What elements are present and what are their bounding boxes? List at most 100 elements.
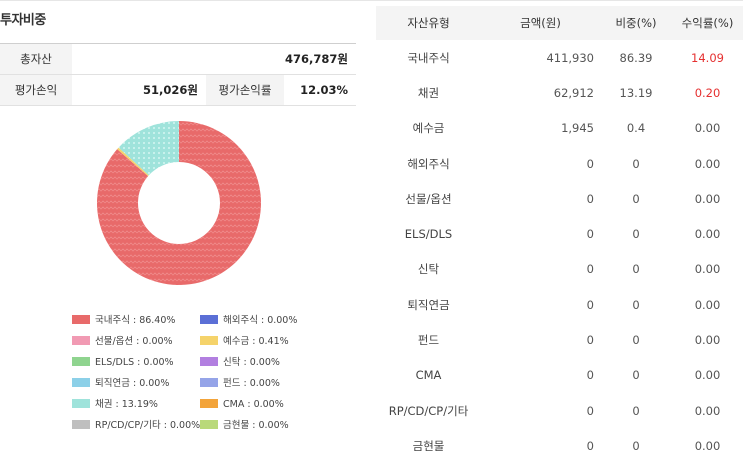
legend-label: CMA : 0.00%: [223, 399, 284, 410]
header-weight: 비중(%): [600, 6, 672, 40]
weight-cell: 0.4: [626, 121, 646, 136]
legend-swatch: [72, 357, 90, 366]
legend-item: ELS/DLS : 0.00%: [72, 356, 174, 370]
asset-type-cell: 국내주식: [407, 50, 450, 65]
weight-cell: 0: [632, 191, 640, 206]
legend-label: 예수금 : 0.41%: [223, 336, 289, 347]
amount-cell: 411,930: [546, 50, 594, 65]
amount-cell: 0: [586, 403, 594, 418]
legend-swatch: [72, 336, 90, 345]
legend-item: RP/CD/CP/기타 : 0.00%: [72, 419, 200, 433]
return-cell: 0.00: [694, 333, 721, 348]
pnl-value: 51,026원: [72, 74, 206, 106]
amount-cell: 0: [586, 191, 594, 206]
legend-label: RP/CD/CP/기타 : 0.00%: [95, 420, 201, 431]
legend-swatch: [200, 336, 218, 345]
table-row: 퇴직연금 0 0 0.00: [376, 287, 743, 322]
asset-type-cell: 예수금: [412, 121, 445, 136]
legend-label: 금현물 : 0.00%: [223, 420, 289, 431]
legend-swatch: [72, 315, 90, 324]
table-row: 선물/옵션 0 0 0.00: [376, 181, 743, 216]
legend-item: 예수금 : 0.41%: [200, 335, 289, 349]
asset-type-cell: 채권: [417, 85, 440, 100]
asset-type-table: 자산유형 금액(원) 비중(%) 수익률(%) 국내주식 411,930 86.39…: [376, 6, 743, 464]
legend-item: 신탁 : 0.00%: [200, 356, 280, 370]
legend-label: 신탁 : 0.00%: [223, 357, 280, 368]
asset-type-cell: 금현물: [412, 438, 445, 453]
summary-table: 총자산 476,787원 평가손익 51,026원 평가손익률 12.03%: [0, 43, 356, 106]
amount-cell: 0: [586, 368, 594, 383]
return-cell: 0.00: [694, 121, 721, 136]
legend-swatch: [200, 420, 218, 429]
weight-cell: 13.19: [619, 85, 653, 100]
table-row: 펀드 0 0 0.00: [376, 322, 743, 357]
top-divider: [0, 0, 743, 1]
asset-type-cell: 신탁: [417, 262, 440, 277]
weight-cell: 0: [632, 262, 640, 277]
weight-cell: 0: [632, 156, 640, 171]
return-cell: 0.00: [694, 368, 721, 383]
legend-label: 국내주식 : 86.40%: [95, 315, 176, 326]
header-asset-type: 자산유형: [376, 6, 481, 40]
legend-swatch: [200, 357, 218, 366]
weight-cell: 0: [632, 227, 640, 242]
section-title: 투자비중: [0, 13, 46, 28]
table-row: 채권 62,912 13.19 0.20: [376, 75, 743, 110]
table-row: CMA 0 0 0.00: [376, 358, 743, 393]
return-cell: 0.00: [694, 403, 721, 418]
total-assets-value: 476,787원: [72, 43, 356, 75]
asset-type-cell: RP/CD/CP/기타: [388, 403, 469, 418]
return-cell: 14.09: [691, 50, 724, 65]
legend-swatch: [200, 315, 218, 324]
total-assets-label: 총자산: [0, 43, 72, 75]
amount-cell: 0: [586, 333, 594, 348]
summary-row-total: 총자산 476,787원: [0, 43, 356, 75]
legend-item: 퇴직연금 : 0.00%: [72, 377, 169, 391]
asset-type-cell: 해외주식: [407, 156, 450, 171]
legend-swatch: [72, 399, 90, 408]
legend-label: 채권 : 13.19%: [95, 399, 158, 410]
amount-cell: 0: [586, 297, 594, 312]
legend-label: 해외주식 : 0.00%: [223, 315, 298, 326]
table-row: 예수금 1,945 0.4 0.00: [376, 111, 743, 146]
legend-label: 펀드 : 0.00%: [223, 378, 280, 389]
amount-cell: 0: [586, 227, 594, 242]
legend-swatch: [72, 420, 90, 429]
legend-swatch: [200, 399, 218, 408]
asset-type-cell: CMA: [415, 368, 442, 383]
asset-table-panel: 자산유형 금액(원) 비중(%) 수익률(%) 국내주식 411,930 86.39…: [376, 0, 743, 459]
legend-item: 해외주식 : 0.00%: [200, 314, 297, 328]
legend-item: 선물/옵션 : 0.00%: [72, 335, 173, 349]
asset-type-cell: 퇴직연금: [407, 297, 450, 312]
table-row: 국내주식 411,930 86.39 14.09: [376, 40, 743, 75]
amount-cell: 0: [586, 156, 594, 171]
pnl-label: 평가손익: [0, 74, 72, 106]
legend-label: 선물/옵션 : 0.00%: [95, 336, 173, 347]
legend-item: 국내주식 : 86.40%: [72, 314, 175, 328]
header-amount: 금액(원): [481, 6, 600, 40]
return-cell: 0.20: [694, 85, 721, 100]
weight-cell: 0: [632, 438, 640, 453]
legend-item: 펀드 : 0.00%: [200, 377, 280, 391]
legend-swatch: [72, 378, 90, 387]
asset-type-cell: 선물/옵션: [405, 191, 452, 206]
legend-item: 금현물 : 0.00%: [200, 419, 289, 433]
weight-cell: 86.39: [619, 50, 653, 65]
legend-label: ELS/DLS : 0.00%: [95, 357, 174, 368]
allocation-donut-chart: [97, 121, 261, 285]
allocation-panel: 투자비중 총자산 476,787원 평가손익 51,026원 평가손익률 12.…: [0, 0, 356, 459]
return-cell: 0.00: [694, 227, 721, 242]
table-header-row: 자산유형 금액(원) 비중(%) 수익률(%): [376, 6, 743, 40]
return-cell: 0.00: [694, 191, 721, 206]
donut-slice-0: [97, 121, 261, 285]
donut-slice-1: [117, 147, 149, 177]
table-row: RP/CD/CP/기타 0 0 0.00: [376, 393, 743, 428]
asset-type-cell: ELS/DLS: [404, 227, 453, 242]
pnl-rate-value: 12.03%: [284, 74, 356, 106]
table-row: ELS/DLS 0 0 0.00: [376, 216, 743, 251]
return-cell: 0.00: [694, 438, 721, 453]
weight-cell: 0: [632, 297, 640, 312]
weight-cell: 0: [632, 403, 640, 418]
legend-swatch: [200, 378, 218, 387]
return-cell: 0.00: [694, 156, 721, 171]
